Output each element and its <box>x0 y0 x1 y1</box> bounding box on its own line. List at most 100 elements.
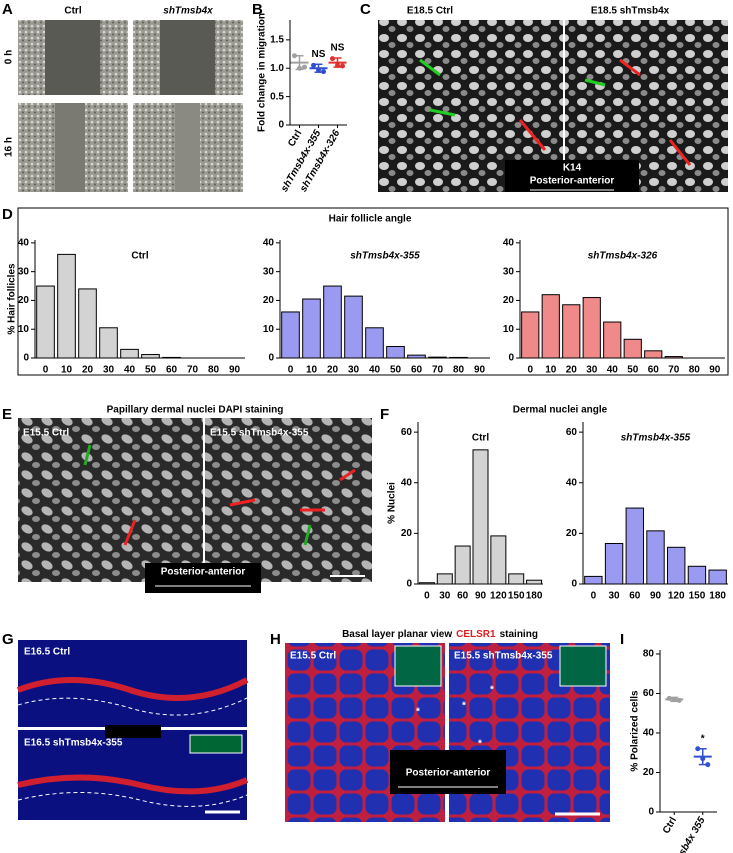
chart-title: shTmsb4x-355 <box>350 251 420 262</box>
x-tick-label: 150 <box>689 591 706 602</box>
asterisk: * <box>478 739 482 750</box>
bar <box>302 298 321 359</box>
y-tick-label: 40 <box>263 238 275 249</box>
wound <box>55 103 85 192</box>
x-tick-label: 20 <box>566 365 578 376</box>
bar <box>141 354 160 359</box>
label: shTmsb4x <box>163 6 213 17</box>
x-tick-label: 0 <box>288 365 294 376</box>
x-tick-label: 10 <box>61 365 73 376</box>
x-tick-label: 40 <box>607 365 619 376</box>
bar <box>162 356 181 359</box>
data-point <box>705 762 711 768</box>
bar <box>582 297 601 359</box>
label: Papillary dermal nuclei DAPI staining <box>107 405 284 416</box>
title-part: CELSR1 <box>456 629 496 640</box>
x-tick-label: 80 <box>453 365 465 376</box>
bar <box>646 530 665 585</box>
label: Posterior-anterior <box>406 768 491 779</box>
asterisk: * <box>462 701 466 712</box>
y-tick-label: 0 <box>648 807 654 818</box>
bar <box>57 253 76 359</box>
bar <box>436 573 453 585</box>
inset <box>559 645 607 687</box>
arrow <box>619 58 641 77</box>
label: E16.5 Ctrl <box>24 647 70 658</box>
bar <box>664 356 683 359</box>
label: Posterior-anterior <box>530 176 615 187</box>
title-part: staining <box>500 629 538 640</box>
label: CELSR1 <box>113 727 153 738</box>
data-point <box>292 53 297 59</box>
chart-title: shTmsb4x-326 <box>588 251 658 262</box>
arrow <box>584 78 606 87</box>
bar <box>541 294 560 359</box>
x-tick-label: 90 <box>474 365 486 376</box>
x-tick-label: 50 <box>390 365 402 376</box>
asterisk: * <box>416 707 420 718</box>
y-tick-label: 20 <box>263 295 275 306</box>
x-tick-label: 40 <box>124 365 136 376</box>
x-tick-label: 90 <box>650 591 662 602</box>
bar <box>708 569 727 585</box>
label: E18.5 Ctrl <box>407 6 453 17</box>
bar <box>78 288 97 359</box>
x-tick-label: 10 <box>306 365 318 376</box>
x-tick-label: 60 <box>411 365 423 376</box>
inset <box>394 645 442 687</box>
y-tick-label: 10 <box>18 324 30 335</box>
arrow <box>419 58 441 77</box>
y-tick-label: 80 <box>643 649 655 660</box>
label: 16 h <box>4 137 15 157</box>
x-tick-label: 70 <box>432 365 444 376</box>
bar <box>454 545 471 585</box>
inset <box>189 734 243 754</box>
y-tick-label: 20 <box>18 295 30 306</box>
bar <box>386 345 405 359</box>
arrow <box>83 444 92 466</box>
y-tick-label: 40 <box>503 238 515 249</box>
arrow <box>429 108 456 117</box>
bar <box>521 311 540 359</box>
basement <box>17 697 248 716</box>
panel-frame <box>17 207 729 376</box>
image-panel <box>18 418 203 582</box>
wound <box>175 103 200 192</box>
bar <box>603 321 622 359</box>
y-tick-label: 60 <box>643 688 655 699</box>
y-axis-label: % Nuclei <box>387 482 398 524</box>
bar <box>687 565 707 585</box>
label: K14 <box>563 163 582 174</box>
basement <box>17 792 248 807</box>
y-tick-label: 0 <box>571 579 577 590</box>
x-tick-label: 30 <box>348 365 360 376</box>
x-tick-label: 70 <box>668 365 680 376</box>
arrow <box>303 524 312 546</box>
bar <box>323 285 342 359</box>
y-tick-label: 30 <box>18 266 30 277</box>
x-tick-label: 60 <box>648 365 660 376</box>
label: Posterior-anterior <box>161 567 246 578</box>
x-tick-label: 50 <box>627 365 639 376</box>
y-axis-label: % Polarized cells <box>630 690 641 772</box>
asterisk: * <box>490 685 494 696</box>
bar <box>623 338 642 359</box>
chart-title: shTmsb4x-355 <box>621 433 691 444</box>
bar <box>526 579 543 585</box>
label: E18.5 shTmsb4x <box>591 6 670 17</box>
label: Ctrl <box>64 6 81 17</box>
y-tick-label: 0.5 <box>270 91 284 102</box>
bar <box>344 295 363 359</box>
x-tick-label: 90 <box>709 365 721 376</box>
x-tick-label: 20 <box>327 365 339 376</box>
label: E15.5 shTmsb4x-355 <box>454 651 553 662</box>
panel-letter: E <box>2 406 12 423</box>
y-tick-label: 40 <box>566 477 578 488</box>
bar <box>472 449 489 585</box>
data-point <box>695 746 701 752</box>
y-tick-label: 40 <box>401 477 413 488</box>
x-tick-label: Ctrl <box>286 128 304 149</box>
panel-letter: B <box>252 1 263 18</box>
caption-box <box>145 563 261 593</box>
y-tick-label: 0 <box>268 353 274 364</box>
